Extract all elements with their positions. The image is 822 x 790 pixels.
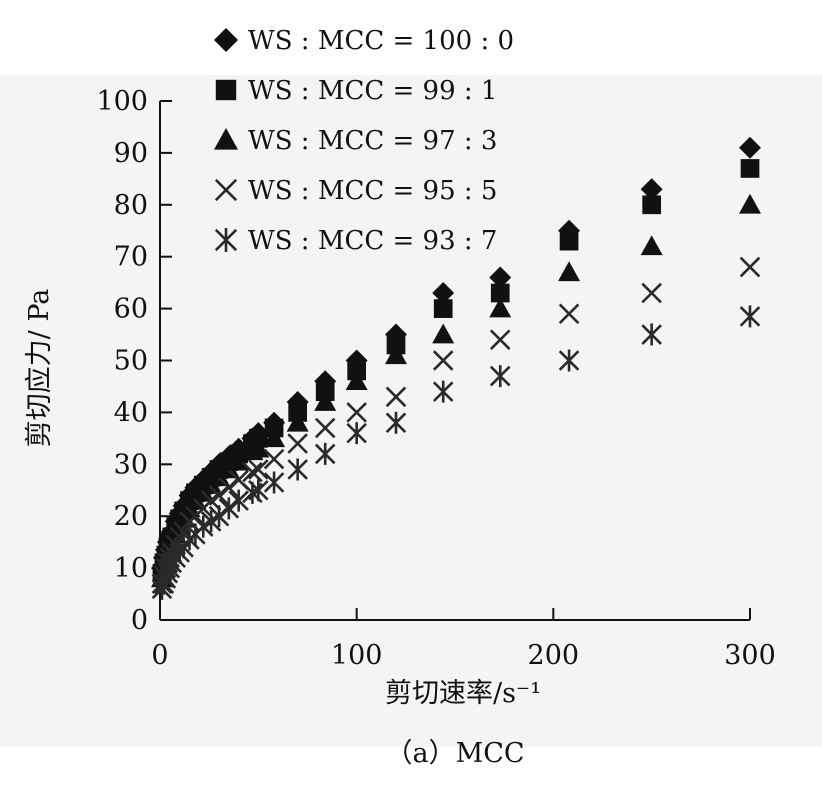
y-tick-label: 80 bbox=[114, 190, 148, 221]
data-point bbox=[208, 466, 230, 487]
y-axis-title: 剪切应力/ Pa bbox=[24, 289, 55, 448]
data-point bbox=[739, 136, 761, 159]
x-tick-label: 200 bbox=[528, 640, 580, 671]
x-tick-label: 0 bbox=[151, 640, 168, 671]
legend: WS : MCC = 100 : 0 WS : MCC = 99 : 1 WS : … bbox=[214, 26, 514, 256]
y-tick-label: 60 bbox=[114, 294, 148, 325]
data-point bbox=[218, 497, 240, 520]
data-point bbox=[242, 461, 263, 483]
legend-item: WS : MCC = 93 : 7 bbox=[214, 226, 497, 256]
legend-label: WS : MCC = 93 : 7 bbox=[248, 226, 497, 256]
legend-label: WS : MCC = 95 : 5 bbox=[248, 176, 497, 206]
legend-item: WS : MCC = 100 : 0 bbox=[214, 26, 514, 56]
data-point bbox=[739, 305, 761, 328]
data-point bbox=[489, 266, 512, 289]
data-point bbox=[641, 323, 662, 346]
figure-caption: （a）MCC bbox=[385, 738, 524, 769]
legend-marker bbox=[214, 128, 238, 150]
legend-item: WS : MCC = 97 : 3 bbox=[214, 126, 497, 156]
data-point bbox=[345, 370, 368, 391]
x-axis-title: 剪切速率/s⁻¹ bbox=[385, 678, 541, 709]
data-point bbox=[314, 417, 336, 439]
y-tick-label: 90 bbox=[114, 138, 148, 169]
data-point bbox=[228, 489, 249, 512]
data-point bbox=[432, 350, 454, 371]
data-point bbox=[559, 231, 579, 251]
axes: 0 10 20 30 40 50 60 70 80 90 100 0 100 200 300 bbox=[96, 86, 775, 671]
legend-marker bbox=[214, 28, 238, 52]
data-point bbox=[287, 458, 308, 481]
data-point bbox=[490, 283, 510, 303]
data-point bbox=[346, 422, 367, 445]
legend-marker bbox=[214, 178, 238, 202]
data-point bbox=[247, 437, 270, 458]
data-point bbox=[558, 261, 581, 282]
data-point bbox=[642, 195, 662, 215]
data-point bbox=[287, 433, 308, 454]
data-point bbox=[432, 380, 454, 403]
x-tick-label: 100 bbox=[331, 640, 383, 671]
y-tick-label: 10 bbox=[114, 553, 148, 584]
data-point bbox=[640, 178, 663, 201]
data-point bbox=[248, 459, 269, 480]
y-tick-label: 70 bbox=[114, 242, 148, 273]
data-point bbox=[740, 159, 760, 178]
plot-area-background bbox=[0, 75, 822, 747]
legend-marker bbox=[215, 79, 237, 101]
data-point bbox=[208, 485, 230, 506]
data-point bbox=[314, 391, 337, 411]
data-point bbox=[489, 329, 511, 351]
data-marks bbox=[150, 136, 761, 600]
data-point bbox=[739, 193, 761, 214]
data-point bbox=[217, 458, 240, 479]
data-point bbox=[433, 299, 453, 318]
data-point bbox=[248, 479, 269, 502]
legend-label: WS : MCC = 97 : 3 bbox=[248, 126, 497, 156]
data-point bbox=[640, 235, 663, 256]
data-point bbox=[739, 256, 761, 278]
data-point bbox=[489, 365, 511, 388]
y-tick-label: 30 bbox=[114, 449, 148, 480]
data-point bbox=[385, 344, 407, 365]
data-point bbox=[218, 477, 240, 498]
data-point bbox=[385, 411, 407, 434]
data-point bbox=[558, 303, 580, 325]
y-tick-label: 20 bbox=[114, 501, 148, 532]
data-point bbox=[263, 471, 285, 494]
legend-marker bbox=[214, 228, 238, 252]
data-point bbox=[558, 349, 580, 372]
data-point bbox=[314, 442, 336, 465]
data-point bbox=[385, 386, 407, 408]
data-point bbox=[263, 448, 285, 470]
legend-label: WS : MCC = 99 : 1 bbox=[248, 76, 497, 106]
legend-item: WS : MCC = 99 : 1 bbox=[215, 76, 497, 106]
y-tick-label: 50 bbox=[114, 346, 148, 377]
y-tick-label: 100 bbox=[96, 86, 148, 117]
data-point bbox=[641, 282, 662, 304]
y-tick-label: 0 bbox=[131, 605, 148, 636]
legend-item: WS : MCC = 95 : 5 bbox=[214, 176, 497, 206]
series-5 bbox=[151, 305, 761, 600]
data-point bbox=[208, 505, 230, 528]
data-point bbox=[346, 402, 367, 423]
data-point bbox=[286, 411, 309, 432]
data-point bbox=[432, 323, 455, 344]
data-point bbox=[489, 297, 512, 318]
data-point bbox=[263, 427, 286, 448]
data-point bbox=[432, 282, 455, 305]
x-tick-label: 300 bbox=[724, 640, 776, 671]
legend-label: WS : MCC = 100 : 0 bbox=[248, 26, 514, 56]
y-tick-label: 40 bbox=[114, 397, 148, 428]
